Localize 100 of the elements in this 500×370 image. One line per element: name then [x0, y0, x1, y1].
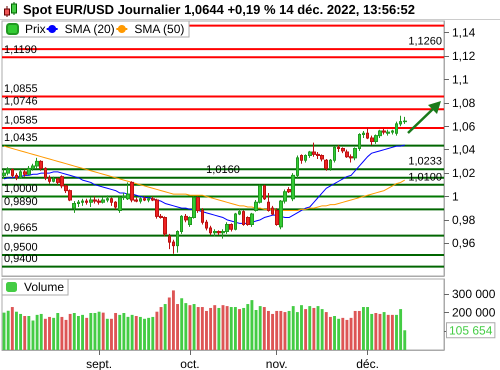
candlestick	[72, 200, 76, 214]
bar	[337, 318, 340, 350]
candlestick	[168, 233, 171, 250]
bar	[250, 300, 254, 350]
bar	[94, 313, 96, 350]
candlestick	[300, 154, 303, 164]
candlestick	[147, 197, 150, 203]
bar	[10, 307, 14, 350]
candlestick	[130, 180, 134, 203]
legend-label: SMA (20)	[64, 22, 115, 36]
bar	[258, 306, 262, 350]
bar	[320, 309, 324, 350]
bar	[126, 316, 130, 350]
candlestick	[312, 142, 316, 158]
candlestick	[27, 166, 31, 176]
candlestick	[2, 169, 6, 180]
bar	[242, 308, 246, 350]
y-tick-label: 1,08	[452, 96, 476, 110]
bar	[164, 304, 167, 350]
bar	[44, 318, 47, 350]
bar	[390, 314, 394, 350]
bar	[143, 318, 146, 350]
y-tick-label: 1,14	[452, 26, 476, 40]
bar	[378, 314, 382, 350]
ref-line-label: 1,0000	[4, 182, 38, 195]
y-tick-label: 1,1	[452, 72, 470, 86]
bar	[106, 318, 109, 350]
candlestick	[97, 198, 101, 206]
candlestick	[6, 166, 10, 176]
candlestick	[52, 176, 55, 183]
candlestick	[15, 172, 18, 181]
ref-line-label: 0,9890	[4, 196, 38, 208]
candlestick	[85, 198, 88, 206]
candlestick	[341, 146, 345, 154]
bar	[284, 312, 286, 350]
legend-label: SMA (50)	[134, 22, 184, 36]
bar	[85, 318, 88, 350]
candlestick	[81, 198, 84, 206]
ref-line-label: 1,0233	[408, 156, 442, 168]
y-tick-label: 1,06	[452, 119, 476, 134]
ref-line-label: 1,0855	[4, 82, 38, 95]
bar	[354, 310, 357, 350]
candlestick	[184, 214, 188, 223]
candlestick	[56, 177, 60, 186]
text: 105 654	[449, 323, 493, 338]
candlestick	[89, 197, 93, 208]
bar	[234, 307, 237, 350]
bar	[279, 310, 282, 350]
ref-line-label: 1,1260	[408, 36, 442, 48]
ref-line-label: 1,0746	[4, 96, 38, 108]
bar	[262, 307, 266, 350]
bar	[60, 316, 64, 350]
bar	[345, 320, 348, 350]
legend-label: Volume	[24, 280, 64, 294]
bar	[200, 307, 204, 350]
candlestick	[229, 222, 233, 232]
candlestick	[386, 129, 390, 136]
x-tick-label: oct.	[180, 357, 200, 370]
candlestick	[101, 197, 105, 204]
bar	[362, 307, 365, 350]
candlestick	[275, 208, 279, 226]
bar	[366, 307, 370, 350]
candlestick	[225, 222, 229, 234]
candlestick	[155, 198, 159, 220]
candlestick	[267, 192, 270, 212]
bar	[209, 308, 212, 350]
candlestick	[60, 174, 64, 189]
y-tick-label: 1,02	[452, 166, 476, 180]
bar	[2, 312, 6, 350]
bar	[138, 316, 142, 350]
ref-line-label: 0,9500	[4, 241, 38, 254]
bar	[188, 305, 192, 350]
bar	[48, 316, 51, 350]
candlestick	[320, 154, 324, 162]
bar	[333, 316, 336, 350]
ref-line-label: 0,9665	[4, 222, 38, 234]
bar	[222, 305, 224, 350]
ref-line-label: 1,0435	[4, 132, 38, 144]
bar	[271, 314, 274, 350]
bar	[192, 304, 196, 350]
bar	[180, 298, 184, 350]
bar	[15, 312, 18, 350]
candlestick	[217, 230, 221, 236]
candlestick	[139, 197, 142, 204]
bar	[399, 309, 402, 350]
candlestick	[374, 134, 378, 144]
candlestick	[345, 149, 349, 158]
bar	[226, 306, 229, 350]
candlestick	[118, 196, 122, 214]
candlestick	[19, 169, 22, 180]
candlestick	[250, 212, 254, 228]
bar	[374, 313, 378, 350]
bar	[160, 307, 162, 350]
line-series	[4, 146, 406, 211]
bar	[217, 308, 220, 350]
ref-line-label: 0,9400	[4, 253, 38, 266]
bar	[300, 305, 303, 350]
candlestick	[93, 196, 97, 204]
x-tick-label: déc.	[356, 357, 379, 370]
bar	[81, 314, 84, 350]
